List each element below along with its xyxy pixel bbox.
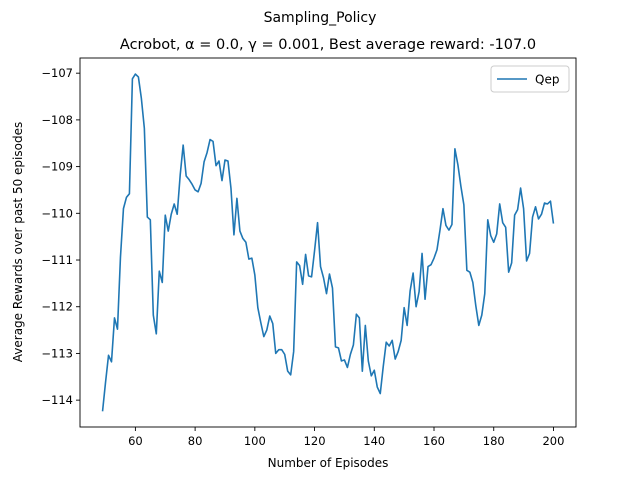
chart-title: Acrobot, α = 0.0, γ = 0.001, Best averag… [120,37,536,53]
y-tick-label: −114 [41,393,73,407]
x-tick-label: 160 [423,434,445,448]
plot-area [79,57,577,428]
y-tick-label: −112 [41,300,73,314]
figure-suptitle: Sampling_Policy [264,10,377,26]
x-axis-label: Number of Episodes [268,456,389,470]
series-line-qep [101,73,555,412]
y-tick-label: −109 [41,160,73,174]
plot-frame [80,58,576,427]
x-tick-label: 80 [188,434,203,448]
y-tick-label: −108 [41,113,73,127]
x-tick-label: 60 [128,434,143,448]
x-tick-label: 100 [244,434,266,448]
y-tick-label: −113 [41,346,73,360]
legend: Qep [490,65,570,93]
legend-label-qep: Qep [535,73,559,87]
y-tick-label: −110 [41,206,73,220]
y-axis-label: Average Rewards over past 50 episodes [11,122,25,362]
y-axis-ticks: −114 −113 −112 −111 −110 −109 −108 −107 [41,66,80,407]
x-tick-label: 120 [304,434,326,448]
x-tick-label: 140 [363,434,385,448]
series-layer [101,73,555,412]
legend-box [490,65,570,93]
x-tick-label: 180 [483,434,505,448]
x-axis-ticks: 60 80 100 120 140 160 180 200 [128,427,564,448]
y-tick-label: −107 [41,66,73,80]
x-tick-label: 200 [542,434,564,448]
y-tick-label: −111 [41,253,73,267]
axes-border [79,57,577,428]
